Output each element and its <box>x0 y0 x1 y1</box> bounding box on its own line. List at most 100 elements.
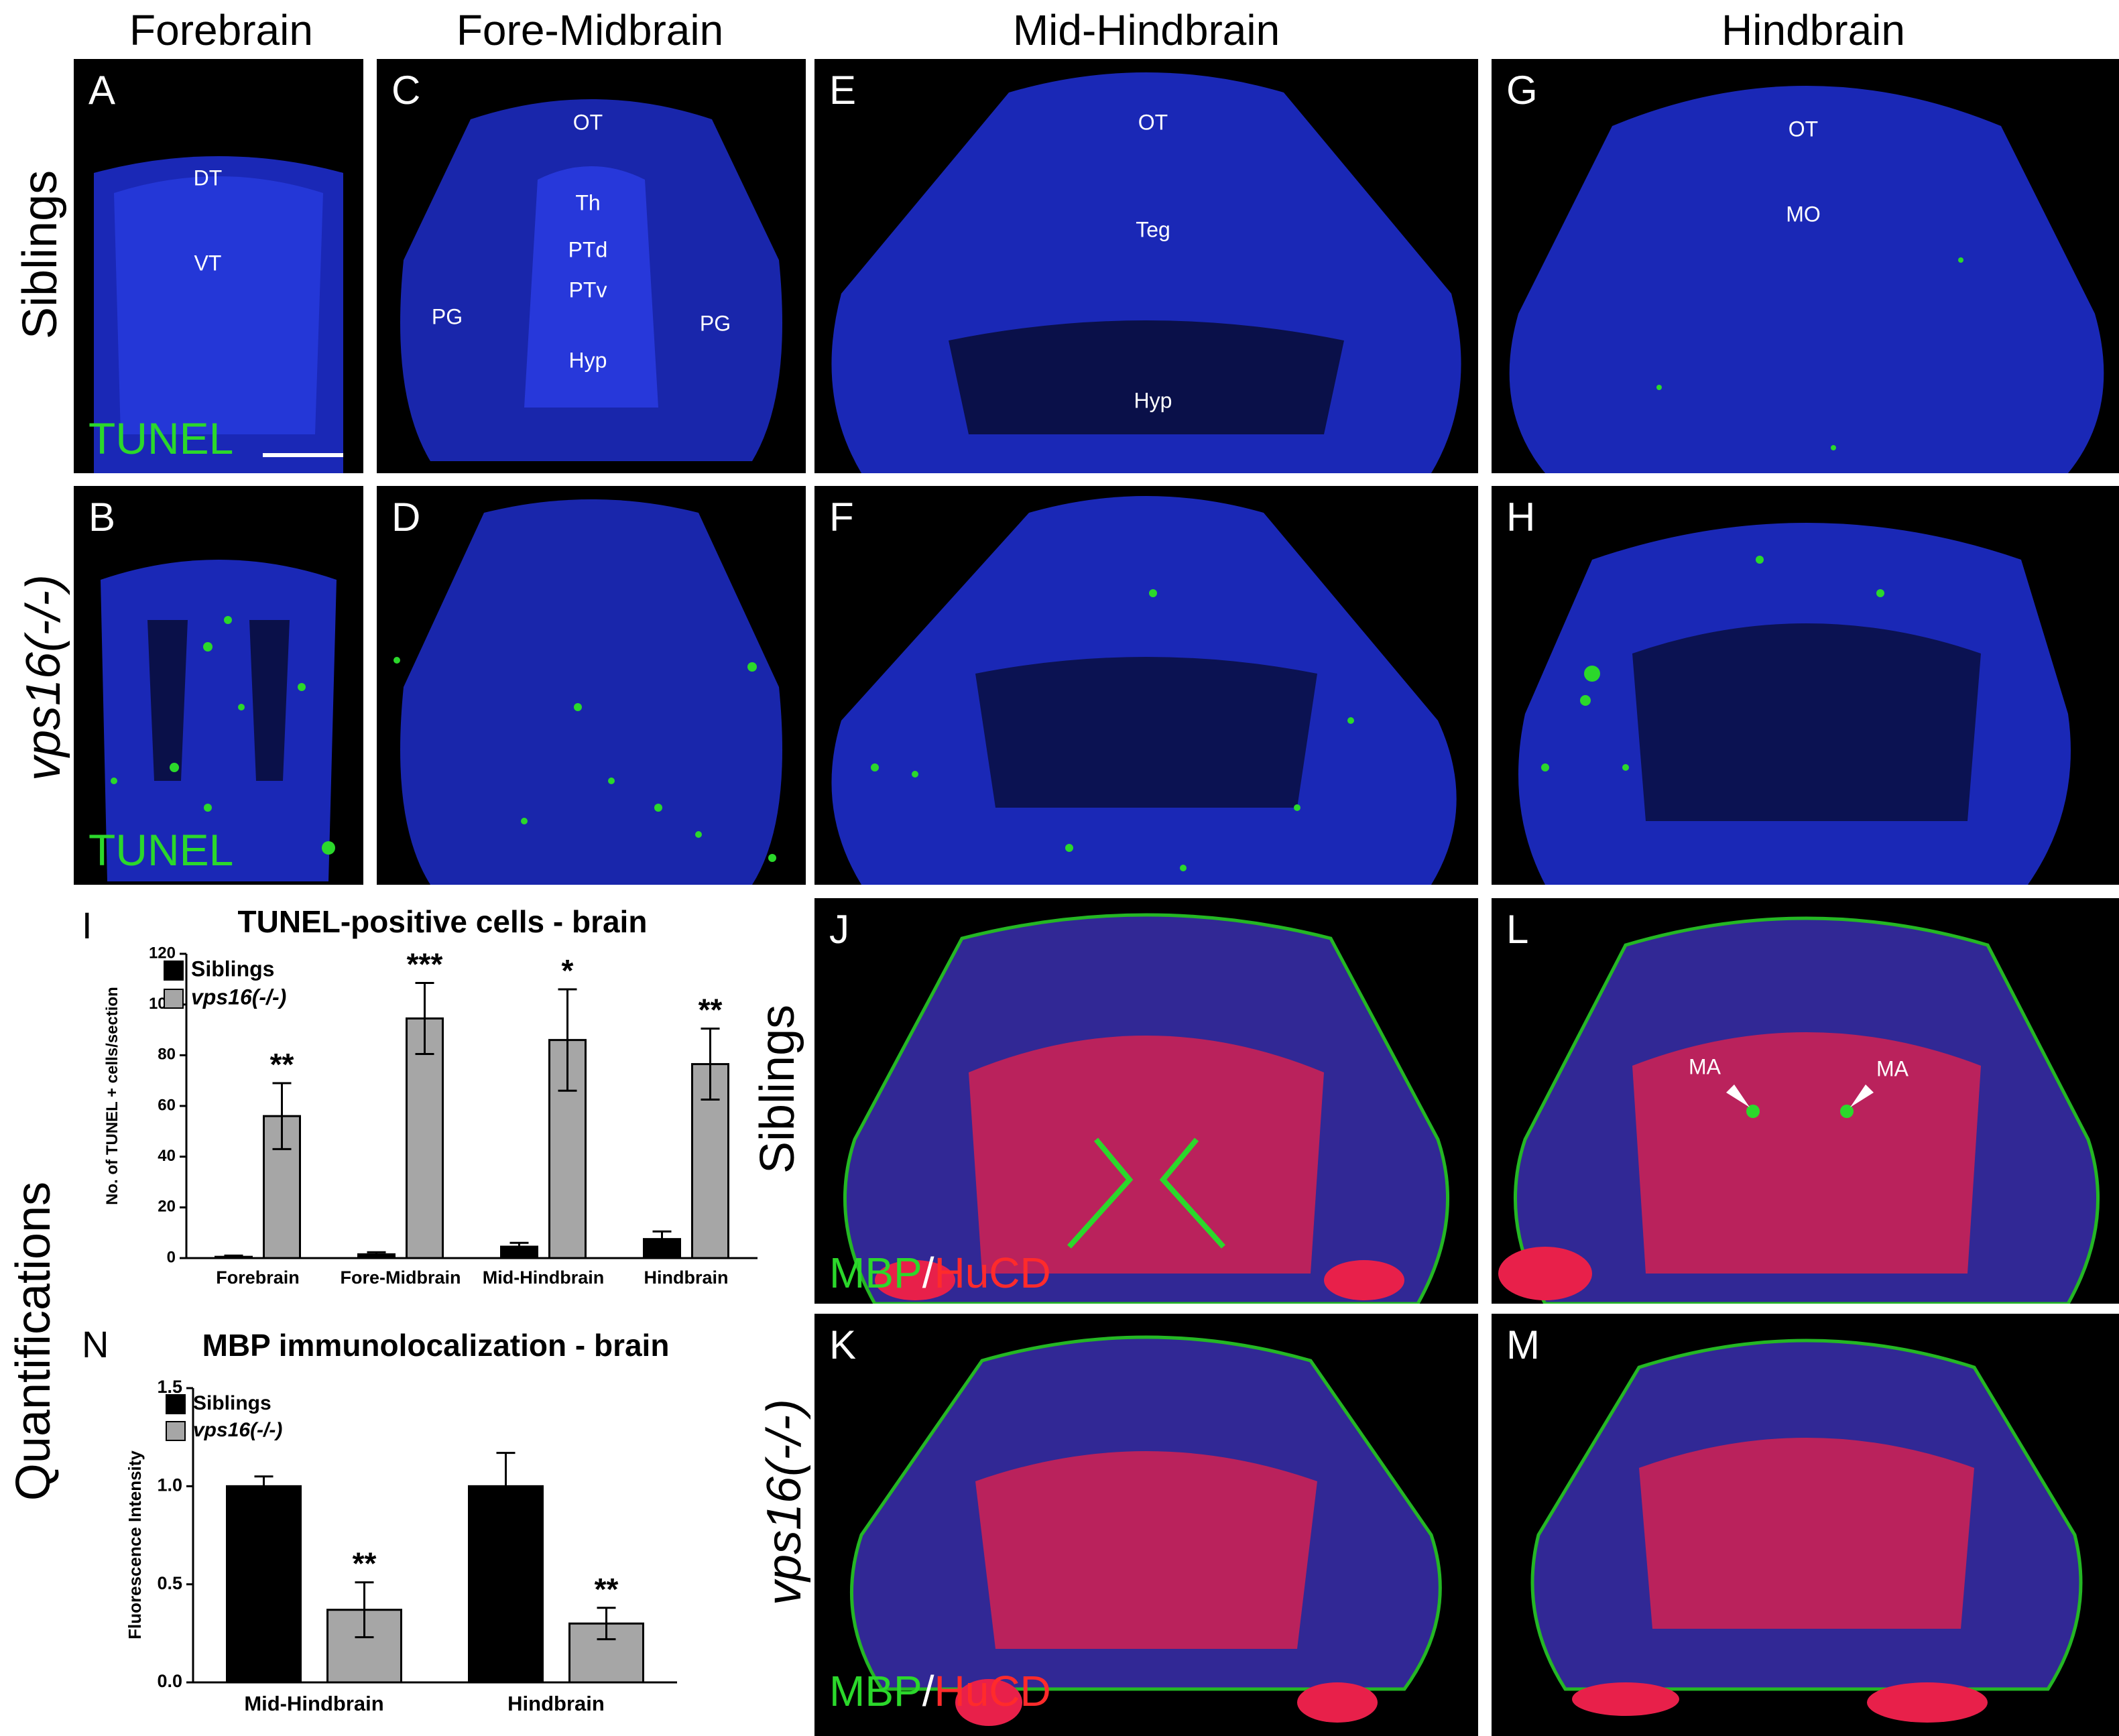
panel-b-image <box>101 560 337 881</box>
panel-d-label: D <box>391 495 421 540</box>
chart-n-significance-marker: ** <box>353 1546 377 1581</box>
chart-i-y-tick-label: 20 <box>158 1198 176 1216</box>
panel-b-label: B <box>88 495 116 540</box>
chart-i-tunel-positive-cells: I TUNEL-positive cells - brain No. of TU… <box>82 904 758 1288</box>
region-ptv: PTv <box>568 277 607 302</box>
stain-hucd: HuCD <box>934 1249 1051 1297</box>
panel-l-image <box>1498 916 2100 1304</box>
col-header-forebrain: Forebrain <box>129 6 313 54</box>
row-label-quantifications: Quantifications <box>7 1181 60 1501</box>
stain-mbp: MBP <box>829 1249 922 1297</box>
panel-c-fore-midbrain-siblings: C OT Th PTd PTv PG PG Hyp <box>377 59 806 473</box>
panel-k-image <box>849 1335 1442 1726</box>
stain-hucd: HuCD <box>934 1667 1051 1715</box>
panel-h-image <box>1518 523 2071 885</box>
chart-n-legend-label: Siblings <box>193 1392 271 1414</box>
chart-n-legend-label: vps16(-/-) <box>193 1419 282 1441</box>
region-ptd: PTd <box>568 237 608 262</box>
region-hyp: Hyp <box>568 348 607 373</box>
chart-i-significance-marker: ** <box>699 993 723 1028</box>
chart-n-y-tick-label: 1.5 <box>157 1377 182 1397</box>
chart-n-mbp-immunolocalization: N MBP immunolocalization - brain Fluores… <box>82 1323 677 1715</box>
chart-i-y-tick-label: 0 <box>167 1248 176 1266</box>
panel-e-label: E <box>829 68 857 113</box>
chart-n-category-label: Mid-Hindbrain <box>244 1692 383 1715</box>
chart-i-legend-label: Siblings <box>191 956 274 981</box>
panel-f-mid-hindbrain-mutant: F <box>814 486 1478 885</box>
chart-i-legend-swatch <box>164 960 184 981</box>
stain-tunel-label: TUNEL <box>88 414 234 463</box>
panel-c-label: C <box>391 68 421 113</box>
stain-tunel-label: TUNEL <box>88 825 234 875</box>
chart-i-significance-marker: * <box>562 953 574 988</box>
region-hyp: Hyp <box>1134 388 1172 413</box>
panel-j-mbp-hucd-siblings: J MBP/HuCD <box>814 898 1478 1304</box>
panel-m-image <box>1530 1339 2083 1723</box>
chart-i-y-tick-label: 80 <box>158 1046 176 1064</box>
chart-i-bar <box>406 1017 444 1259</box>
chart-n-panel-label: N <box>82 1323 109 1365</box>
panel-g-hindbrain-siblings: G OT MO <box>1492 59 2119 473</box>
scale-bar <box>263 453 343 457</box>
panel-g-image <box>1509 86 2104 473</box>
region-ot: OT <box>1788 117 1819 141</box>
chart-i-significance-marker: ** <box>270 1047 294 1082</box>
chart-i-category-label: Mid-Hindbrain <box>483 1267 604 1288</box>
region-th: Th <box>575 190 601 215</box>
panel-a-forebrain-siblings: A DT VT TUNEL <box>74 59 363 473</box>
chart-i-y-tick-label: 40 <box>158 1147 176 1165</box>
chart-n-bar <box>226 1485 302 1684</box>
panel-c-image <box>400 99 782 461</box>
chart-n-significance-marker: ** <box>595 1572 619 1607</box>
region-mo: MO <box>1786 202 1821 227</box>
chart-i-legend-label: vps16(-/-) <box>191 985 286 1009</box>
chart-i-category-label: Fore-Midbrain <box>341 1267 461 1288</box>
chart-i-panel-label: I <box>82 904 93 946</box>
region-pg-right: PG <box>699 311 731 336</box>
stain-mbp-hucd-label: MBP/HuCD <box>829 1248 1051 1298</box>
arrow-label-ma-left: MA <box>1689 1054 1721 1079</box>
panel-d-fore-midbrain-mutant: D <box>377 486 806 885</box>
chart-n-y-tick-label: 0.0 <box>157 1671 182 1691</box>
panel-e-image <box>831 72 1461 473</box>
row-label-mutant-top: vps16(-/-) <box>17 574 70 782</box>
stain-separator: / <box>922 1667 934 1715</box>
chart-n-title: MBP immunolocalization - brain <box>202 1328 670 1363</box>
region-ot: OT <box>1138 110 1168 135</box>
row-label-siblings-top: Siblings <box>13 170 67 339</box>
panel-a-image <box>94 156 343 473</box>
region-vt: VT <box>194 251 222 275</box>
chart-n-legend-swatch <box>166 1394 186 1414</box>
region-teg: Teg <box>1136 217 1170 242</box>
panel-f-label: F <box>829 495 854 540</box>
stain-mbp: MBP <box>829 1667 922 1715</box>
chart-i-ylabel: No. of TUNEL + cells/section <box>103 987 121 1205</box>
col-header-mid-hindbrain: Mid-Hindbrain <box>1012 6 1280 54</box>
region-dt: DT <box>193 166 223 190</box>
panel-l-label: L <box>1506 907 1529 952</box>
chart-i-title: TUNEL-positive cells - brain <box>238 904 648 939</box>
chart-i-legend-swatch <box>164 989 184 1009</box>
panel-h-label: H <box>1506 495 1536 540</box>
col-header-hindbrain: Hindbrain <box>1721 6 1905 54</box>
panel-g-label: G <box>1506 68 1538 113</box>
chart-i-y-tick-label: 120 <box>149 944 176 962</box>
panel-m-label: M <box>1506 1322 1540 1367</box>
chart-n-y-tick-label: 0.5 <box>157 1573 182 1593</box>
panel-e-mid-hindbrain-siblings: E OT Teg Hyp <box>814 59 1478 473</box>
panel-k-mbp-hucd-mutant: K MBP/HuCD <box>814 1314 1478 1736</box>
chart-n-ylabel: Fluorescence Intensity <box>125 1450 145 1639</box>
arrow-label-ma-right: MA <box>1876 1056 1909 1081</box>
chart-i-category-label: Hindbrain <box>644 1267 729 1288</box>
chart-i-category-label: Forebrain <box>216 1267 300 1288</box>
panel-j-label: J <box>829 907 849 952</box>
col-header-fore-midbrain: Fore-Midbrain <box>456 6 724 54</box>
chart-i-significance-marker: *** <box>407 947 443 982</box>
panel-j-image <box>843 913 1450 1304</box>
panel-k-label: K <box>829 1322 857 1367</box>
chart-n-legend-swatch <box>166 1421 186 1441</box>
panel-f-image <box>831 496 1457 885</box>
panel-h-hindbrain-mutant: H <box>1492 486 2119 885</box>
panel-b-forebrain-mutant: B TUNEL <box>74 486 363 885</box>
panel-m-mbp-hucd-mutant: M <box>1492 1314 2119 1736</box>
